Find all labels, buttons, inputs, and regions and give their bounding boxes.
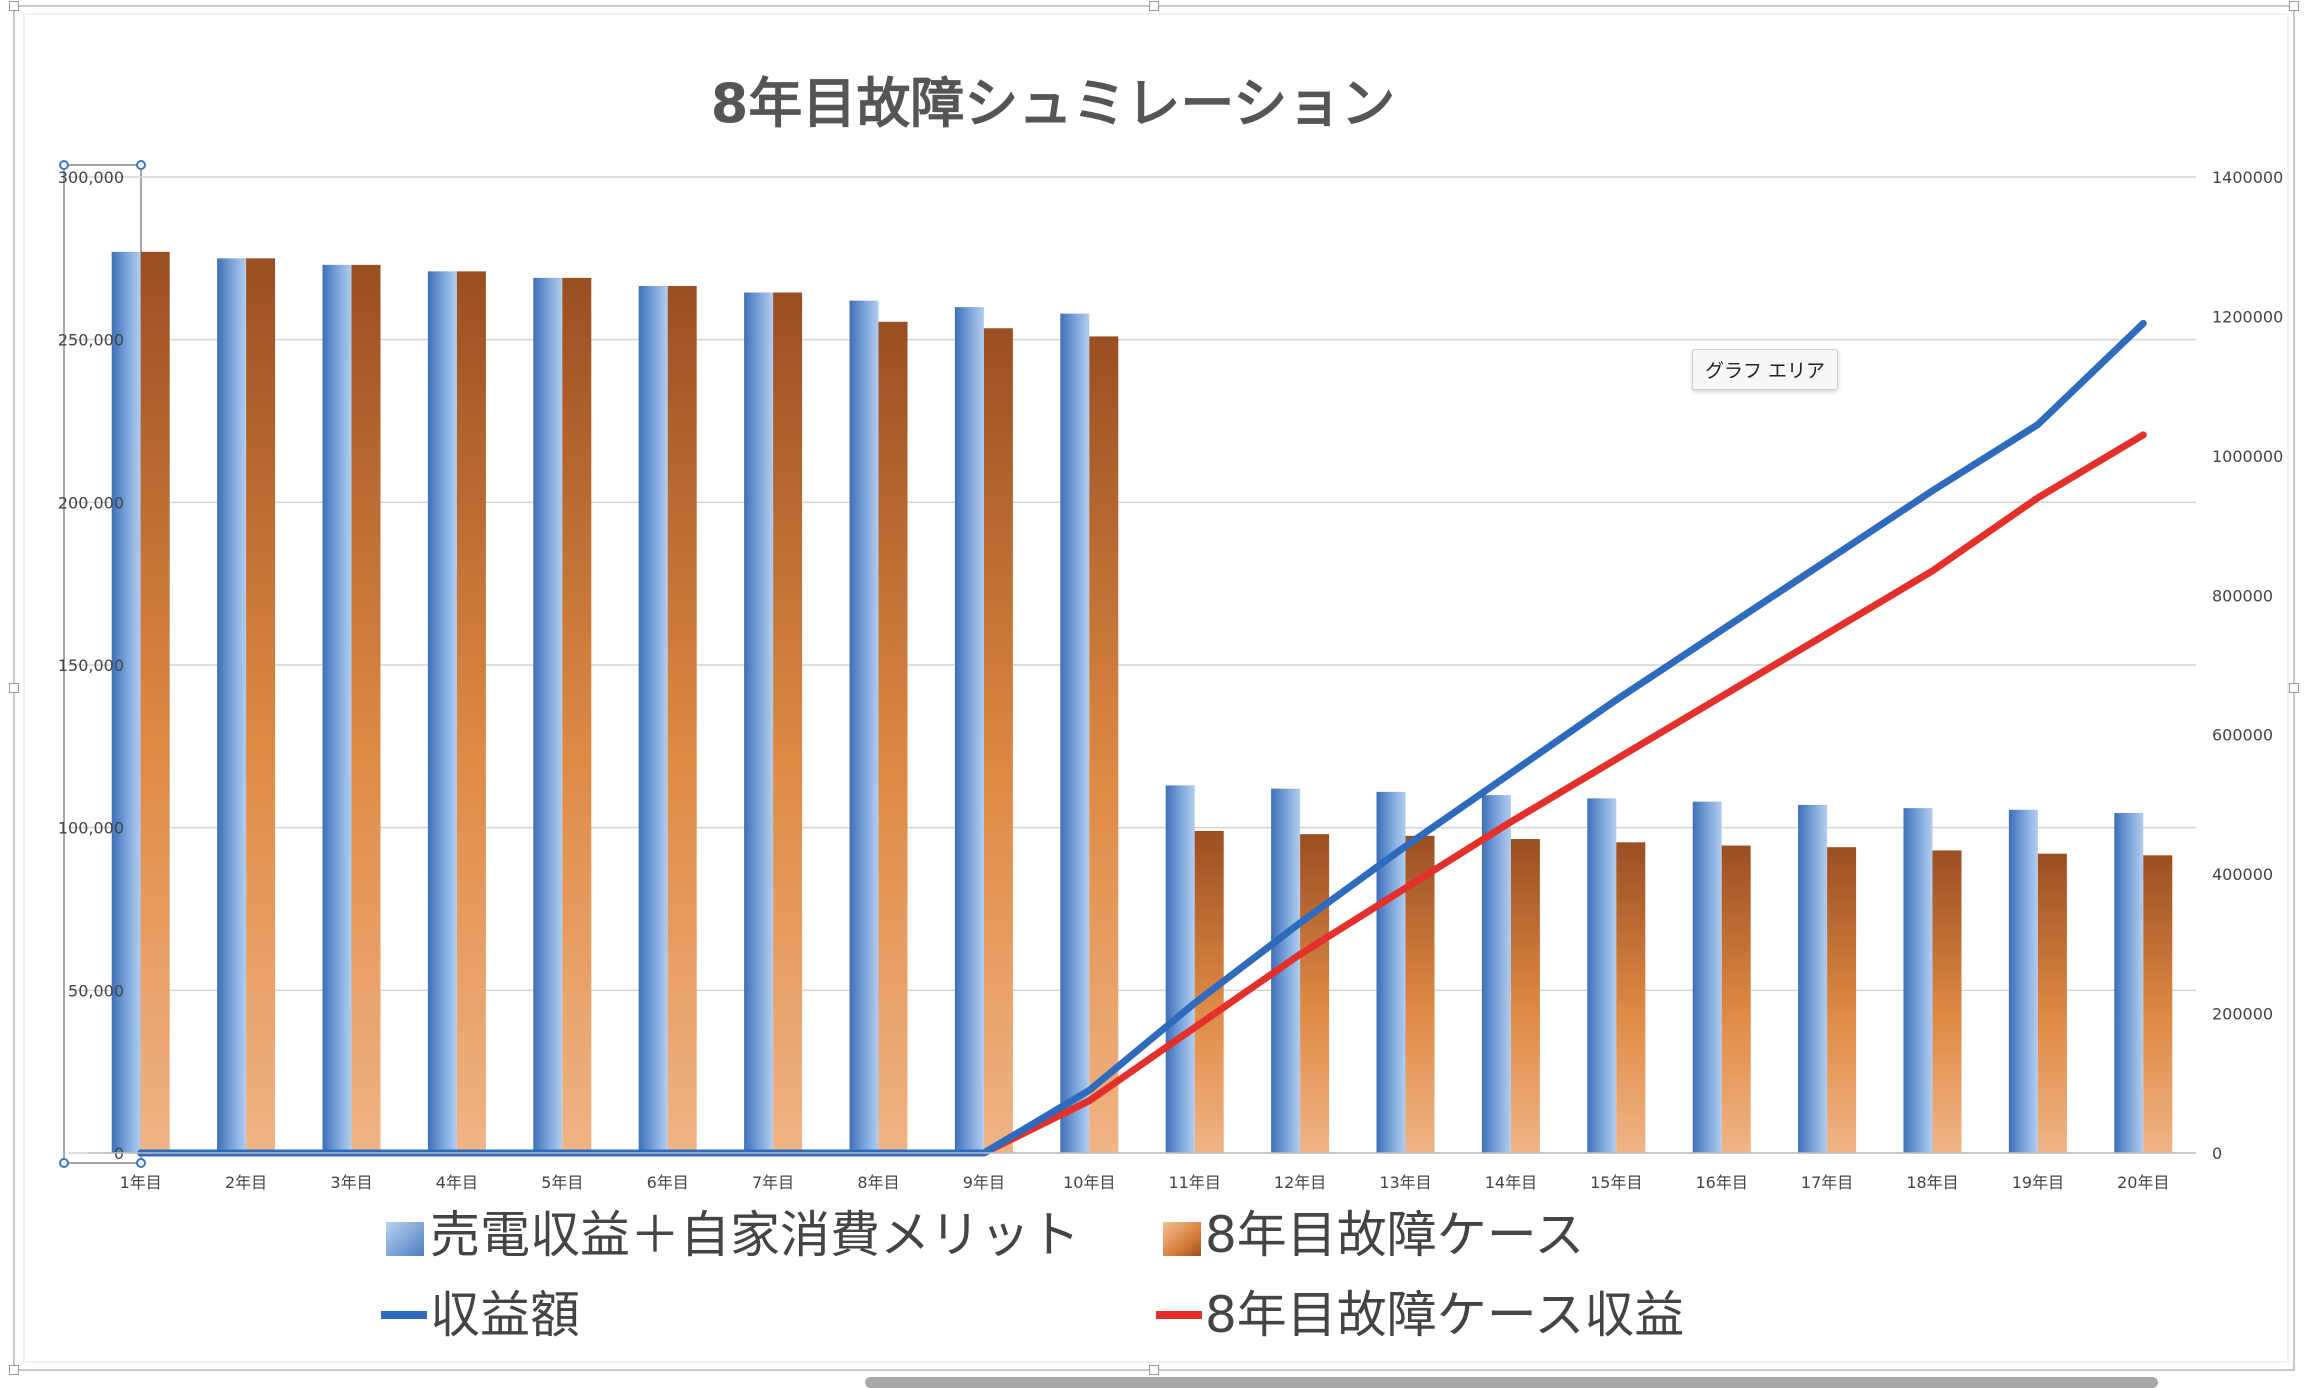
- y-tick-label-left: 250,000: [58, 331, 124, 350]
- x-tick-label: 11年目: [1169, 1173, 1221, 1192]
- x-tick-label: 7年目: [752, 1173, 794, 1192]
- legend: 売電収益＋自家消費メリット 8年目故障ケース 収益額 8年目故障ケース収益: [381, 1206, 1684, 1344]
- bar-orange: [773, 292, 803, 1153]
- frame-handle-middle-left[interactable]: [9, 683, 19, 693]
- bar-orange: [878, 321, 908, 1154]
- bar-blue: [427, 271, 457, 1153]
- legend-label-red-line: 8年目故障ケース収益: [1205, 1286, 1684, 1344]
- chart-title: 8年目故障シュミレーション: [711, 72, 1396, 135]
- x-tick-label: 15年目: [1590, 1173, 1642, 1192]
- bar-orange: [1300, 834, 1330, 1153]
- bar-orange: [562, 277, 592, 1153]
- bar-blue: [1165, 785, 1195, 1153]
- bar-blue: [1692, 801, 1722, 1153]
- bar-orange: [2037, 853, 2067, 1153]
- x-tick-label: 9年目: [963, 1173, 1005, 1192]
- y-tick-label-right: 1400000: [2212, 168, 2283, 187]
- y-tick-label-left: 150,000: [58, 656, 124, 675]
- frame-handle-top-right[interactable]: [2289, 1, 2299, 11]
- bar-orange: [1089, 336, 1119, 1153]
- bar-blue: [744, 292, 774, 1153]
- bar-blue: [2008, 809, 2038, 1153]
- y-tick-label-right: 400000: [2212, 865, 2273, 884]
- bar-orange: [246, 258, 276, 1153]
- bar-blue: [2114, 813, 2144, 1153]
- bar-blue: [954, 307, 984, 1154]
- bar-blue: [1060, 313, 1090, 1153]
- x-tick-label: 19年目: [2012, 1173, 2064, 1192]
- selection-handle[interactable]: [136, 160, 146, 170]
- x-tick-label: 10年目: [1063, 1173, 1115, 1192]
- bar-blue: [849, 300, 879, 1153]
- selection-handle[interactable]: [59, 160, 69, 170]
- bar-blue: [1587, 798, 1617, 1153]
- y-tick-label-left: 50,000: [68, 981, 124, 1000]
- chart-area-tooltip: グラフ エリア: [1692, 349, 1839, 390]
- bar-orange: [1827, 847, 1857, 1153]
- x-tick-label: 1年目: [120, 1173, 162, 1192]
- y-tick-label-right: 0: [2212, 1144, 2222, 1163]
- y-tick-label-left: 100,000: [58, 819, 124, 838]
- legend-swatch-orange-bars: [1163, 1222, 1201, 1256]
- frame-handle-top-center[interactable]: [1149, 1, 1159, 11]
- x-tick-label: 17年目: [1801, 1173, 1853, 1192]
- x-tick-label: 6年目: [647, 1173, 689, 1192]
- y-tick-label-right: 800000: [2212, 586, 2273, 605]
- bar-orange: [140, 251, 170, 1153]
- bar-orange: [983, 328, 1013, 1153]
- x-tick-label: 3年目: [330, 1173, 372, 1192]
- bar-blue: [1481, 795, 1511, 1153]
- bar-blue: [638, 285, 668, 1153]
- y-tick-label-right: 200000: [2212, 1005, 2273, 1024]
- x-tick-label: 20年目: [2117, 1173, 2169, 1192]
- bar-blue: [533, 277, 563, 1153]
- bar-orange: [456, 271, 486, 1153]
- selection-handle[interactable]: [59, 1158, 69, 1168]
- x-tick-label: 5年目: [541, 1173, 583, 1192]
- legend-label-blue-bars: 売電収益＋自家消費メリット: [430, 1206, 1080, 1264]
- bar-blue: [1798, 804, 1828, 1153]
- legend-swatch-blue-bars: [386, 1222, 424, 1256]
- bar-blue: [1903, 808, 1933, 1153]
- bar-orange: [1510, 839, 1540, 1153]
- x-tick-label: 8年目: [857, 1173, 899, 1192]
- x-tick-label: 4年目: [436, 1173, 478, 1192]
- bar-orange: [1616, 842, 1646, 1153]
- y-tick-label-right: 600000: [2212, 726, 2273, 745]
- y-tick-label-left: 300,000: [58, 168, 124, 187]
- bar-orange: [2143, 855, 2173, 1153]
- horizontal-scrollbar[interactable]: [865, 1377, 2158, 1388]
- bar-orange: [351, 264, 381, 1154]
- legend-label-blue-line: 収益額: [430, 1286, 580, 1344]
- frame-handle-top-left[interactable]: [9, 1, 19, 11]
- bar-orange: [667, 285, 697, 1153]
- chart-area-frame-inner: [23, 13, 2289, 1363]
- legend-label-orange-bars: 8年目故障ケース: [1205, 1206, 1584, 1264]
- y-tick-label-right: 1000000: [2212, 447, 2283, 466]
- bar-orange: [1932, 850, 1962, 1153]
- frame-handle-bottom-left[interactable]: [9, 1365, 19, 1375]
- bar-orange: [1721, 845, 1751, 1153]
- x-tick-label: 12年目: [1274, 1173, 1326, 1192]
- y-tick-label-left: 200,000: [58, 493, 124, 512]
- bar-blue: [217, 258, 247, 1153]
- y-tick-label-right: 1200000: [2212, 307, 2283, 326]
- bar-blue: [322, 264, 352, 1154]
- selection-handle[interactable]: [136, 1158, 146, 1168]
- x-tick-label: 2年目: [225, 1173, 267, 1192]
- frame-handle-middle-right[interactable]: [2289, 683, 2299, 693]
- x-tick-label: 16年目: [1696, 1173, 1748, 1192]
- frame-handle-bottom-center[interactable]: [1149, 1365, 1159, 1375]
- x-tick-label: 14年目: [1485, 1173, 1537, 1192]
- bar-blue: [111, 251, 141, 1153]
- x-tick-label: 18年目: [1906, 1173, 1958, 1192]
- x-tick-label: 13年目: [1379, 1173, 1431, 1192]
